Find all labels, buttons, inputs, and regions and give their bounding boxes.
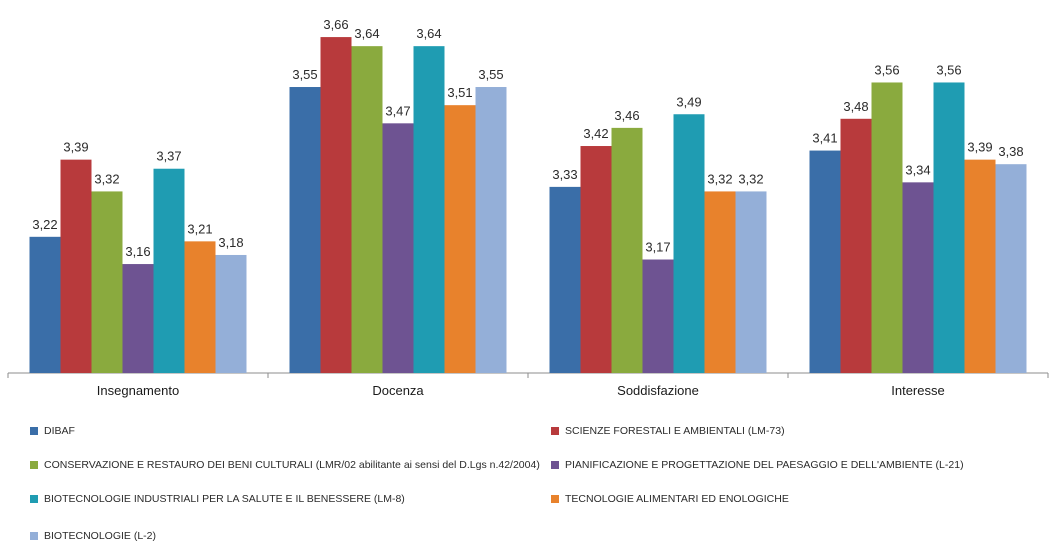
- bar: [735, 191, 767, 373]
- data-label: 3,64: [354, 26, 379, 41]
- bar: [444, 105, 476, 373]
- bar: [840, 118, 872, 373]
- data-label: 3,22: [32, 217, 57, 232]
- bar: [184, 241, 216, 373]
- bar: [549, 186, 581, 373]
- data-label: 3,18: [218, 235, 243, 250]
- bar: [475, 87, 507, 374]
- data-label: 3,32: [738, 171, 763, 186]
- bar: [215, 254, 247, 373]
- data-label: 3,48: [843, 99, 868, 114]
- data-label: 3,55: [478, 67, 503, 82]
- bar: [60, 159, 92, 373]
- data-label: 3,39: [63, 140, 88, 155]
- data-label: 3,38: [998, 144, 1023, 159]
- data-label: 3,56: [874, 62, 899, 77]
- data-label: 3,33: [552, 167, 577, 182]
- category-label: Soddisfazione: [617, 383, 699, 398]
- data-label: 3,55: [292, 67, 317, 82]
- bar: [413, 46, 445, 373]
- category-label: Docenza: [372, 383, 424, 398]
- data-label: 3,34: [905, 162, 930, 177]
- data-label: 3,16: [125, 244, 150, 259]
- data-label: 3,37: [156, 149, 181, 164]
- bar: [289, 87, 321, 374]
- data-label: 3,66: [323, 17, 348, 32]
- bar: [902, 182, 934, 373]
- data-label: 3,39: [967, 140, 992, 155]
- bar: [995, 164, 1027, 373]
- data-label: 3,41: [812, 131, 837, 146]
- data-label: 3,42: [583, 126, 608, 141]
- data-label: 3,51: [447, 85, 472, 100]
- data-label: 3,49: [676, 94, 701, 109]
- bar: [611, 127, 643, 373]
- data-label: 3,17: [645, 240, 670, 255]
- bar: [933, 82, 965, 373]
- bar: [673, 114, 705, 373]
- bar: [704, 191, 736, 373]
- bar: [871, 82, 903, 373]
- data-label: 3,46: [614, 108, 639, 123]
- bar: [382, 123, 414, 373]
- category-label: Insegnamento: [97, 383, 179, 398]
- data-label: 3,32: [94, 171, 119, 186]
- bar: [153, 168, 185, 373]
- data-label: 3,32: [707, 171, 732, 186]
- data-label: 3,56: [936, 62, 961, 77]
- bar: [351, 46, 383, 373]
- bar: [320, 37, 352, 373]
- bar: [964, 159, 996, 373]
- category-label: Interesse: [891, 383, 944, 398]
- bar: [29, 236, 61, 373]
- bar: [91, 191, 123, 373]
- bar: [580, 146, 612, 373]
- bar: [809, 150, 841, 373]
- bar: [642, 259, 674, 373]
- data-label: 3,47: [385, 103, 410, 118]
- bar: [122, 264, 154, 373]
- data-label: 3,64: [416, 26, 441, 41]
- data-label: 3,21: [187, 221, 212, 236]
